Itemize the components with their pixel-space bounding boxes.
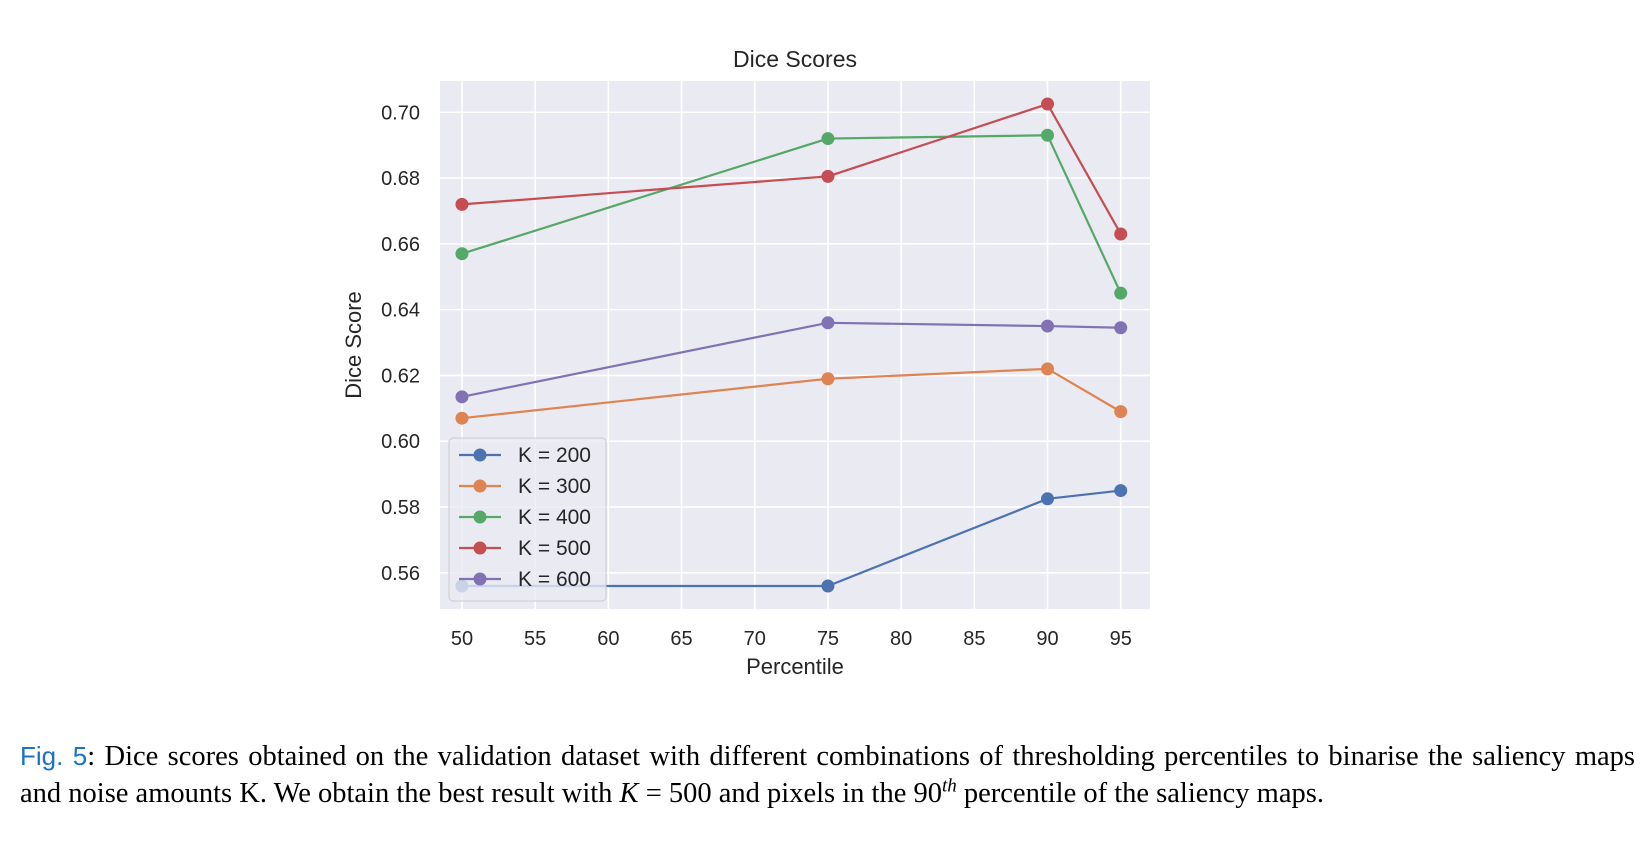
x-tick-label: 55	[524, 628, 546, 650]
figure-caption: Fig. 5: Dice scores obtained on the vali…	[20, 738, 1635, 812]
caption-math-90: 90	[913, 778, 942, 809]
legend-item: K = 200	[459, 444, 591, 467]
x-tick-label: 80	[890, 628, 912, 650]
data-point	[821, 169, 835, 183]
chart-title: Dice Scores	[733, 46, 857, 72]
legend-marker	[473, 448, 487, 462]
data-point	[455, 247, 469, 261]
x-tick-labels: 50 55 60 65 70 75 80 85 90 95	[451, 628, 1132, 650]
series-k-500	[455, 97, 1128, 241]
series-line	[461, 102, 1122, 235]
y-tick-label: 0.60	[381, 431, 420, 453]
series-line	[461, 134, 1122, 294]
data-point	[1041, 319, 1055, 333]
y-tick-label: 0.68	[381, 168, 420, 190]
x-tick-label: 60	[597, 628, 619, 650]
legend-item: K = 500	[459, 537, 591, 560]
data-point	[821, 132, 835, 146]
data-point	[1114, 227, 1128, 241]
legend-item: K = 400	[459, 506, 591, 529]
x-tick-label: 75	[817, 628, 839, 650]
series-k-300	[455, 362, 1128, 425]
data-point	[455, 411, 469, 425]
y-tick-label: 0.64	[381, 300, 420, 322]
data-point	[455, 390, 469, 404]
data-point	[455, 197, 469, 211]
legend-label: K = 300	[518, 475, 591, 498]
series-k-600	[455, 316, 1128, 404]
legend-item: K = 600	[459, 568, 591, 591]
legend-item: K = 300	[459, 475, 591, 498]
y-tick-label: 0.56	[381, 563, 420, 585]
figure-reference-link[interactable]: Fig. 5	[20, 741, 88, 771]
data-point	[1041, 362, 1055, 376]
y-tick-label: 0.66	[381, 234, 420, 256]
x-tick-label: 70	[744, 628, 766, 650]
legend-marker	[473, 572, 487, 586]
data-point	[1114, 321, 1128, 335]
x-axis-label: Percentile	[746, 654, 844, 679]
legend-marker	[473, 479, 487, 493]
caption-text-after: percentile of the saliency maps.	[956, 778, 1324, 809]
series-line	[461, 321, 1121, 398]
caption-math-th: th	[941, 775, 957, 797]
y-tick-label: 0.70	[381, 102, 420, 124]
legend-label: K = 600	[518, 568, 591, 591]
x-tick-label: 85	[963, 628, 985, 650]
series-line	[461, 367, 1122, 420]
legend-box	[448, 437, 607, 602]
y-axis-label: Dice Score	[341, 291, 366, 399]
y-tick-labels: 0.56 0.58 0.60 0.62 0.64 0.66 0.68 0.70	[381, 102, 420, 585]
caption-math-equals: = 500	[638, 778, 712, 809]
x-tick-label: 95	[1110, 628, 1132, 650]
caption-text-before: : Dice scores obtained on the validation…	[20, 741, 1636, 809]
data-point	[821, 316, 835, 330]
x-gridlines	[461, 81, 1122, 609]
legend-marker	[473, 541, 487, 555]
x-tick-label: 90	[1036, 628, 1058, 650]
x-tick-label: 50	[451, 628, 473, 650]
y-tick-label: 0.62	[381, 365, 420, 387]
legend-label: K = 200	[518, 444, 591, 467]
data-point	[1114, 286, 1128, 300]
legend: K = 200 K = 300 K = 400 K = 500 K = 600	[448, 437, 607, 602]
data-point	[1041, 492, 1055, 506]
series-k-400	[455, 128, 1128, 300]
series-line	[461, 489, 1121, 588]
data-point	[821, 372, 835, 386]
data-point	[1041, 97, 1055, 111]
caption-math-k: K	[619, 778, 639, 809]
caption-text-mid: and pixels in the	[711, 778, 914, 809]
data-point	[1114, 484, 1128, 498]
data-point	[1041, 128, 1055, 142]
y-tick-label: 0.58	[381, 497, 420, 519]
data-point	[1114, 405, 1128, 419]
legend-label: K = 500	[518, 537, 591, 560]
legend-marker	[473, 510, 487, 524]
data-point	[821, 579, 835, 593]
x-tick-label: 65	[670, 628, 692, 650]
legend-label: K = 400	[518, 506, 591, 529]
